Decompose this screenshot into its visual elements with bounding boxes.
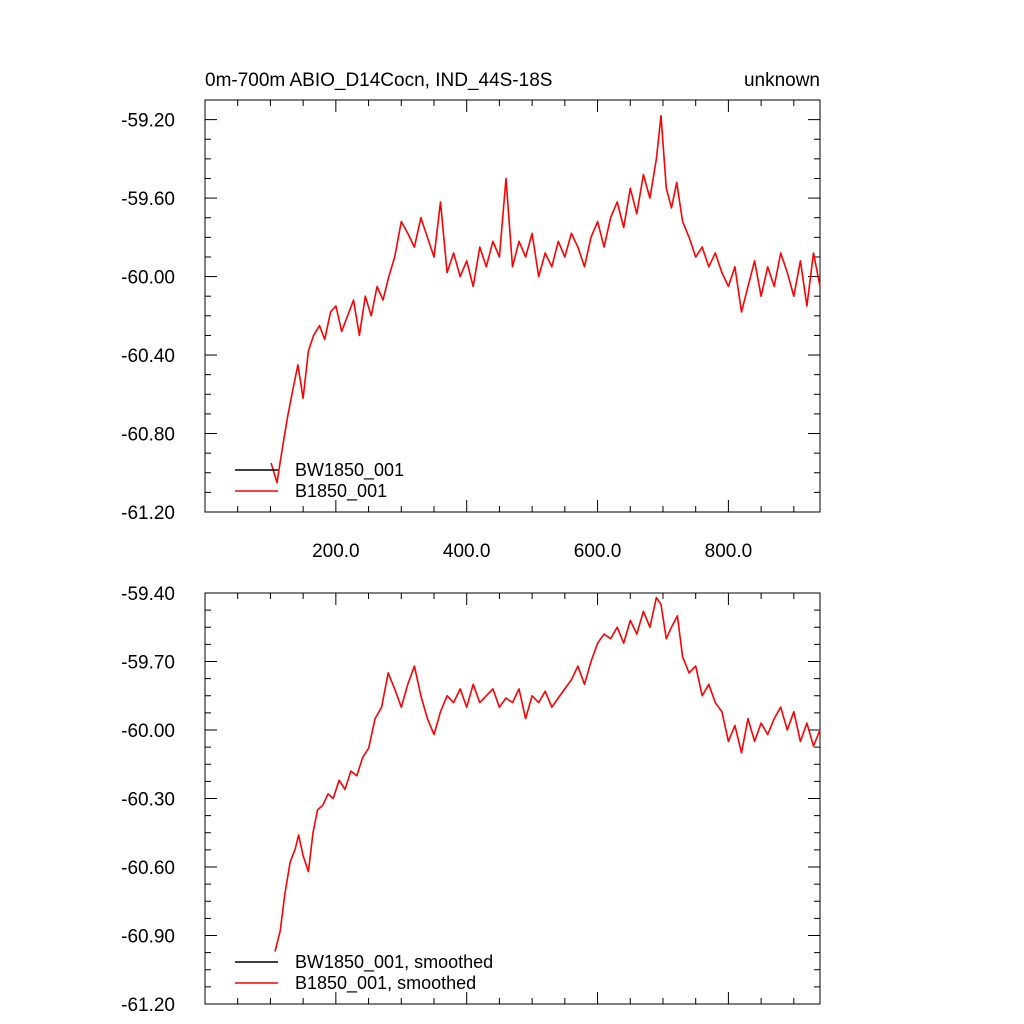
legend-label: B1850_001 — [295, 481, 387, 502]
x-tick-label: 200.0 — [312, 541, 360, 562]
series-line — [274, 596, 821, 952]
legend-label: BW1850_001, smoothed — [295, 952, 493, 973]
x-tick-label: 600.0 — [574, 541, 622, 562]
y-tick-label: -60.60 — [121, 858, 175, 879]
x-tick-label: 400.0 — [443, 541, 491, 562]
chart-title-right: unknown — [744, 70, 820, 91]
legend-label: B1850_001, smoothed — [295, 973, 476, 994]
y-tick-label: -59.40 — [121, 584, 175, 605]
y-tick-label: -60.40 — [121, 346, 175, 367]
y-tick-label: -60.00 — [121, 268, 175, 289]
bottom-line-chart: -59.40 -59.70 -60.00 -60.30 -60.60 -60.90 -61.… — [121, 584, 821, 1016]
y-tick-label: -60.00 — [121, 721, 175, 742]
chart-title: 0m-700m ABIO_D14Cocn, IND_44S-18S — [205, 70, 552, 91]
top-line-chart: 200.0 400.0 600.0 800.0 -59.20 -59.60 -60.00 -6… — [121, 99, 821, 562]
y-tick-label: -60.30 — [121, 790, 175, 811]
y-tick-label: -59.20 — [121, 111, 175, 132]
series-line — [270, 114, 821, 484]
y-tick-label: -59.70 — [121, 653, 175, 674]
x-tick-label: 800.0 — [705, 541, 753, 562]
plot-frame — [204, 592, 821, 1005]
y-tick-label: -59.60 — [121, 189, 175, 210]
plot-frame — [204, 99, 821, 513]
legend-label: BW1850_001 — [295, 460, 404, 481]
y-tick-label: -60.90 — [121, 927, 175, 948]
y-tick-label: -60.80 — [121, 425, 175, 446]
y-tick-label: -61.20 — [121, 995, 175, 1016]
y-tick-label: -61.20 — [121, 503, 175, 524]
